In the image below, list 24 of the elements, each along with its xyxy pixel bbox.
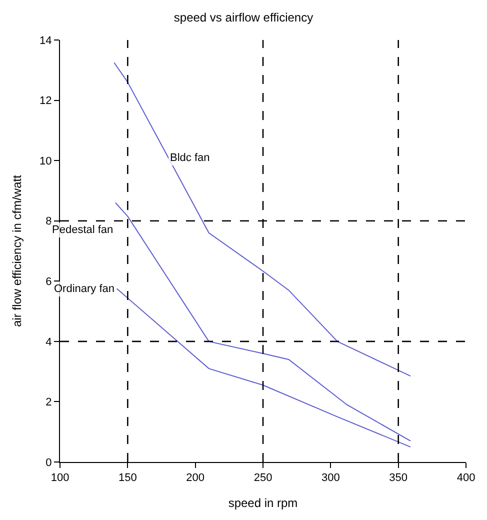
series-label: Ordinary fan bbox=[54, 283, 115, 295]
y-axis-title: air flow efficiency in cfm/watt bbox=[10, 174, 24, 327]
x-tick-label: 100 bbox=[50, 472, 70, 484]
y-tick-label: 4 bbox=[46, 336, 52, 348]
x-tick-label: 200 bbox=[186, 472, 205, 484]
y-tick-label: 2 bbox=[46, 396, 52, 409]
y-tick-label: 6 bbox=[46, 276, 52, 288]
y-tick-label: 12 bbox=[40, 95, 52, 108]
line-series bbox=[114, 62, 412, 377]
y-tick-label: 8 bbox=[46, 216, 52, 228]
chart-title: speed vs airflow efficiency bbox=[174, 10, 314, 24]
y-tick-label: 0 bbox=[46, 456, 52, 469]
y-tick-label: 14 bbox=[40, 34, 52, 47]
x-tick-label: 150 bbox=[118, 472, 137, 484]
x-tick-label: 300 bbox=[321, 472, 340, 484]
x-axis-title: speed in rpm bbox=[228, 496, 298, 510]
series-label: Pedestal fan bbox=[52, 224, 114, 236]
x-tick-label: 250 bbox=[254, 472, 272, 484]
line-series bbox=[114, 202, 412, 442]
series-label: Bldc fan bbox=[170, 152, 210, 164]
line-series bbox=[116, 288, 412, 448]
y-tick-label: 10 bbox=[40, 155, 52, 168]
x-tick-label: 350 bbox=[389, 472, 408, 484]
x-tick-label: 400 bbox=[456, 472, 476, 484]
